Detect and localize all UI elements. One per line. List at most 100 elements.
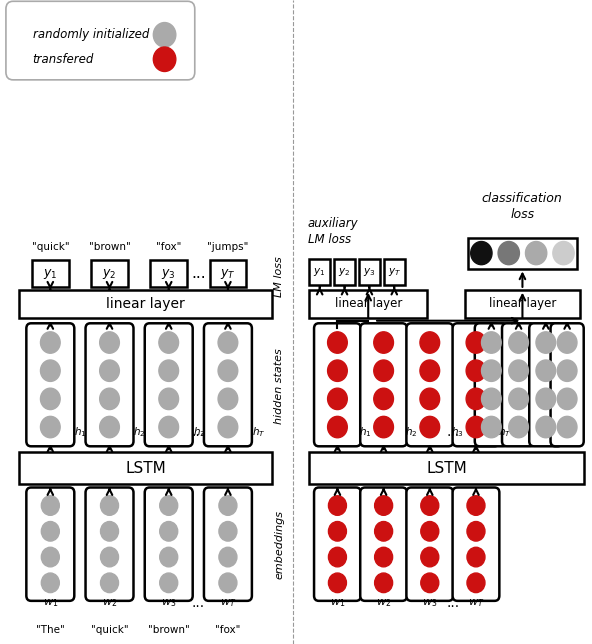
Circle shape: [466, 360, 486, 381]
Circle shape: [159, 360, 179, 381]
Circle shape: [466, 332, 486, 353]
Circle shape: [375, 547, 392, 567]
Circle shape: [374, 332, 394, 353]
Circle shape: [498, 242, 519, 265]
Circle shape: [329, 573, 346, 592]
Circle shape: [327, 332, 348, 353]
Circle shape: [160, 547, 178, 567]
Circle shape: [467, 573, 485, 592]
Bar: [359, 259, 380, 285]
Text: ...: ...: [192, 596, 205, 611]
FancyBboxPatch shape: [27, 488, 75, 601]
Circle shape: [41, 522, 59, 541]
FancyBboxPatch shape: [144, 323, 192, 446]
Circle shape: [101, 573, 118, 592]
FancyBboxPatch shape: [314, 323, 361, 446]
Circle shape: [375, 496, 392, 515]
Circle shape: [509, 417, 529, 438]
Text: linear layer: linear layer: [334, 298, 402, 310]
FancyBboxPatch shape: [204, 488, 252, 601]
FancyBboxPatch shape: [407, 323, 453, 446]
Text: ...: ...: [191, 266, 205, 281]
Circle shape: [160, 522, 178, 541]
Bar: [309, 290, 427, 318]
Circle shape: [218, 360, 238, 381]
Bar: [19, 290, 272, 318]
Bar: [210, 260, 246, 287]
Circle shape: [153, 47, 176, 71]
Circle shape: [159, 417, 179, 438]
Text: LSTM: LSTM: [126, 460, 166, 476]
Circle shape: [218, 332, 238, 353]
Circle shape: [557, 388, 577, 410]
Circle shape: [41, 547, 59, 567]
Bar: [309, 259, 330, 285]
Circle shape: [481, 332, 501, 353]
Circle shape: [536, 417, 556, 438]
Circle shape: [509, 388, 529, 410]
Bar: [32, 260, 69, 287]
FancyBboxPatch shape: [502, 323, 535, 446]
Text: $w_1$: $w_1$: [330, 598, 345, 609]
Bar: [468, 238, 577, 269]
FancyBboxPatch shape: [551, 323, 584, 446]
Text: $h_T$: $h_T$: [252, 425, 265, 439]
Circle shape: [467, 522, 485, 541]
FancyBboxPatch shape: [314, 488, 361, 601]
FancyBboxPatch shape: [475, 323, 508, 446]
Text: embeddings: embeddings: [275, 509, 284, 579]
Circle shape: [421, 522, 439, 541]
Text: $h_T$: $h_T$: [498, 425, 511, 439]
Circle shape: [536, 332, 556, 353]
Circle shape: [467, 547, 485, 567]
Circle shape: [329, 522, 346, 541]
FancyBboxPatch shape: [85, 488, 133, 601]
Circle shape: [536, 388, 556, 410]
Text: $h_2$: $h_2$: [134, 425, 146, 439]
Text: $h_1$: $h_1$: [75, 425, 87, 439]
Circle shape: [481, 360, 501, 381]
Text: ...: ...: [446, 424, 459, 439]
Circle shape: [467, 496, 485, 515]
Text: "fox": "fox": [156, 242, 181, 252]
Circle shape: [466, 417, 486, 438]
Text: LSTM: LSTM: [426, 460, 467, 476]
FancyBboxPatch shape: [529, 323, 562, 446]
Circle shape: [466, 388, 486, 410]
Circle shape: [99, 360, 120, 381]
Circle shape: [481, 388, 501, 410]
FancyBboxPatch shape: [407, 488, 453, 601]
Circle shape: [374, 388, 394, 410]
Circle shape: [327, 360, 348, 381]
Text: "quick": "quick": [31, 242, 69, 252]
Circle shape: [41, 573, 59, 592]
Circle shape: [101, 522, 118, 541]
Circle shape: [218, 417, 238, 438]
Circle shape: [219, 496, 237, 515]
Bar: [19, 452, 272, 484]
Circle shape: [526, 242, 547, 265]
Bar: [91, 260, 128, 287]
Text: randomly initialized: randomly initialized: [33, 28, 149, 41]
Text: LM loss: LM loss: [275, 256, 284, 298]
Circle shape: [327, 417, 348, 438]
FancyBboxPatch shape: [453, 323, 500, 446]
Text: ...: ...: [446, 596, 459, 611]
Text: $w_T$: $w_T$: [220, 598, 236, 609]
Circle shape: [509, 332, 529, 353]
Circle shape: [557, 417, 577, 438]
Circle shape: [99, 417, 120, 438]
Text: ...: ...: [192, 424, 205, 439]
Text: "jumps": "jumps": [207, 242, 249, 252]
Text: "brown": "brown": [89, 242, 130, 252]
Circle shape: [153, 23, 176, 47]
Circle shape: [421, 547, 439, 567]
Circle shape: [99, 388, 120, 410]
FancyBboxPatch shape: [6, 1, 195, 80]
Text: classification
loss: classification loss: [482, 191, 562, 221]
FancyBboxPatch shape: [453, 488, 500, 601]
Text: hidden states: hidden states: [275, 348, 284, 424]
Text: transfered: transfered: [33, 53, 94, 66]
Circle shape: [40, 388, 60, 410]
Bar: [334, 259, 355, 285]
